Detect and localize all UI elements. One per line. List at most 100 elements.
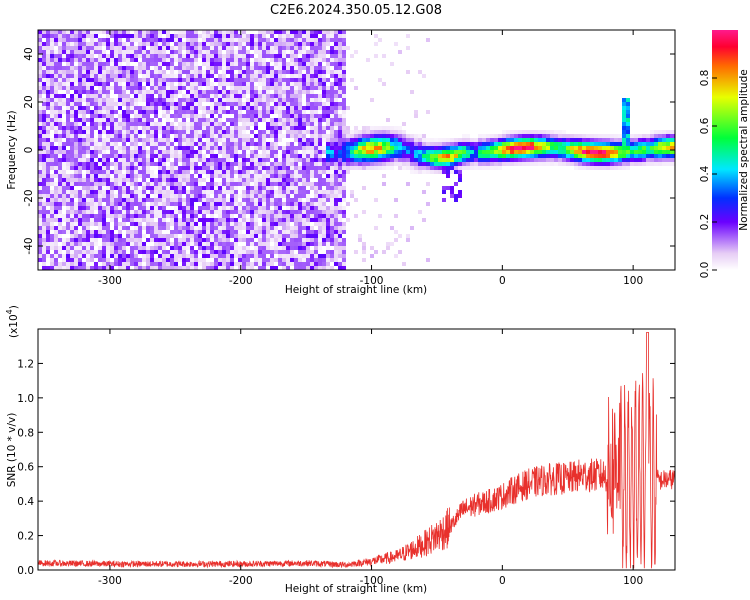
heatmap-cell — [198, 262, 202, 266]
heatmap-cell — [254, 42, 258, 46]
heatmap-cell — [398, 250, 402, 254]
heatmap-cell — [174, 262, 178, 266]
heatmap-cell — [58, 238, 62, 242]
heatmap-cell — [170, 166, 174, 170]
heatmap-cell — [622, 114, 626, 118]
heatmap-cell — [250, 242, 254, 246]
heatmap-cell — [282, 94, 286, 98]
heatmap-cell — [322, 234, 326, 238]
heatmap-cell — [50, 54, 54, 58]
heatmap-cell — [138, 50, 142, 54]
heatmap-cell — [226, 250, 230, 254]
heatmap-cell — [294, 102, 298, 106]
heatmap-cell — [146, 194, 150, 198]
heatmap-cell — [578, 166, 582, 170]
heatmap-cell — [90, 210, 94, 214]
heatmap-cell — [206, 242, 210, 246]
heatmap-cell — [158, 170, 162, 174]
heatmap-cell — [66, 230, 70, 234]
heatmap-cell — [250, 230, 254, 234]
heatmap-cell — [114, 142, 118, 146]
heatmap-cell — [230, 226, 234, 230]
heatmap-cell — [390, 242, 394, 246]
heatmap-cell — [38, 222, 42, 226]
heatmap-cell — [66, 38, 70, 42]
heatmap-cell — [274, 54, 278, 58]
heatmap-cell — [86, 106, 90, 110]
heatmap-cell — [338, 206, 342, 210]
heatmap-cell — [442, 170, 446, 174]
heatmap-cell — [118, 98, 122, 102]
heatmap-cell — [270, 186, 274, 190]
heatmap-cell — [170, 54, 174, 58]
heatmap-cell — [546, 154, 550, 158]
heatmap-cell — [166, 130, 170, 134]
heatmap-cell — [82, 174, 86, 178]
heatmap-cell — [606, 134, 610, 138]
heatmap-cell — [286, 106, 290, 110]
heatmap-cell — [202, 258, 206, 262]
heatmap-cell — [270, 54, 274, 58]
heatmap-cell — [266, 218, 270, 222]
heatmap-cell — [122, 262, 126, 266]
heatmap-cell — [214, 66, 218, 70]
heatmap-cell — [146, 50, 150, 54]
heatmap-cell — [342, 266, 346, 270]
heatmap-cell — [210, 142, 214, 146]
heatmap-cell — [322, 78, 326, 82]
heatmap-cell — [42, 230, 46, 234]
heatmap-cell — [530, 146, 534, 150]
heatmap-cell — [142, 118, 146, 122]
heatmap-cell — [150, 62, 154, 66]
heatmap-cell — [230, 194, 234, 198]
heatmap-cell — [254, 158, 258, 162]
heatmap-cell — [202, 198, 206, 202]
heatmap-cell — [178, 190, 182, 194]
heatmap-cell — [130, 230, 134, 234]
heatmap-cell — [314, 50, 318, 54]
heatmap-cell — [98, 254, 102, 258]
heatmap-cell — [194, 254, 198, 258]
heatmap-cell — [222, 70, 226, 74]
heatmap-cell — [318, 262, 322, 266]
heatmap-cell — [286, 46, 290, 50]
heatmap-cell — [186, 198, 190, 202]
heatmap-cell — [218, 214, 222, 218]
heatmap-cell — [154, 98, 158, 102]
heatmap-cell — [210, 70, 214, 74]
heatmap-cell — [386, 162, 390, 166]
heatmap-cell — [170, 234, 174, 238]
heatmap-cell — [362, 246, 366, 250]
heatmap-cell — [82, 134, 86, 138]
heatmap-cell — [170, 46, 174, 50]
heatmap-cell — [326, 250, 330, 254]
heatmap-cell — [266, 150, 270, 154]
heatmap-cell — [50, 86, 54, 90]
heatmap-cell — [106, 266, 110, 270]
heatmap-cell — [70, 34, 74, 38]
heatmap-cell — [342, 162, 346, 166]
heatmap-cell — [250, 194, 254, 198]
heatmap-cell — [154, 138, 158, 142]
heatmap-cell — [126, 158, 130, 162]
heatmap-cell — [74, 242, 78, 246]
heatmap-cell — [42, 146, 46, 150]
heatmap-cell — [162, 30, 166, 34]
heatmap-cell — [134, 190, 138, 194]
heatmap-cell — [298, 166, 302, 170]
heatmap-cell — [274, 122, 278, 126]
heatmap-cell — [174, 222, 178, 226]
heatmap-cell — [262, 258, 266, 262]
heatmap-cell — [270, 126, 274, 130]
heatmap-cell — [86, 142, 90, 146]
heatmap-cell — [206, 46, 210, 50]
heatmap-cell — [70, 190, 74, 194]
heatmap-cell — [102, 86, 106, 90]
heatmap-cell — [46, 78, 50, 82]
heatmap-cell — [314, 254, 318, 258]
heatmap-cell — [302, 54, 306, 58]
heatmap-cell — [142, 114, 146, 118]
heatmap-cell — [274, 70, 278, 74]
heatmap-cell — [82, 198, 86, 202]
heatmap-cell — [54, 78, 58, 82]
